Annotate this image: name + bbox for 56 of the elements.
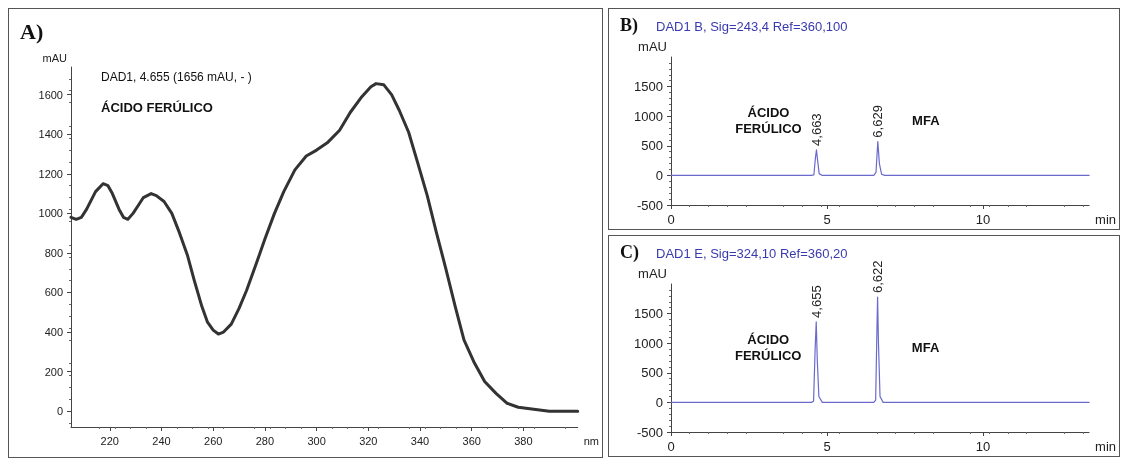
annotation: 6,622 (870, 260, 886, 294)
y-tick-label: 500 (641, 138, 663, 154)
x-tick-label: 280 (255, 434, 275, 447)
annotation: ÁCIDO FERÚLICO (735, 331, 802, 363)
annotation: MFA (911, 339, 940, 355)
x-tick-label: 220 (100, 434, 119, 447)
x-tick-label: 320 (359, 434, 378, 447)
y-tick-label: 0 (56, 405, 63, 418)
x-axis-title: nm (583, 434, 599, 447)
y-tick-label: 800 (44, 246, 63, 259)
x-tick-label: 5 (823, 439, 831, 454)
y-tick-label: 1500 (634, 79, 663, 95)
x-tick-label: 10 (975, 212, 991, 227)
y-tick-label: 1000 (634, 335, 663, 351)
annotation: ÁCIDO FERÚLICO (101, 100, 213, 115)
y-tick-label: 400 (44, 326, 63, 339)
x-tick-label: 340 (410, 434, 430, 447)
chart-title: A) (20, 18, 44, 44)
y-axis-title: mAU (42, 51, 68, 64)
x-tick-label: 10 (975, 439, 991, 454)
x-tick-label: 5 (823, 212, 831, 227)
x-tick-label: 260 (204, 434, 223, 447)
chart-title: C) (620, 242, 639, 263)
y-tick-label: 500 (641, 365, 663, 381)
annotation: 6,629 (870, 105, 886, 138)
y-tick-label: 1000 (38, 207, 63, 220)
y-tick-label: 1400 (38, 128, 63, 141)
y-tick-label: 1000 (634, 108, 663, 124)
y-tick-label: 600 (44, 286, 63, 299)
chart-title: B) (620, 15, 639, 36)
chart-subtitle: DAD1 E, Sig=324,10 Ref=360,20 (656, 246, 848, 261)
x-axis-title: min (1095, 439, 1117, 454)
annotation: ÁCIDO FERÚLICO (735, 104, 802, 136)
y-tick-label: 1600 (38, 88, 63, 101)
x-tick-label: 360 (462, 434, 481, 447)
annotation: MFA (912, 112, 941, 128)
annotation: 4,655 (808, 285, 824, 318)
x-tick-label: 0 (667, 439, 675, 454)
y-tick-label: 1500 (634, 306, 663, 322)
y-tick-label: -500 (636, 424, 663, 440)
x-tick-label: 0 (667, 212, 675, 227)
annotation: DAD1, 4.655 (1656 mAU, - ) (101, 70, 252, 84)
y-axis-title: mAU (638, 266, 667, 281)
x-tick-label: 380 (514, 434, 533, 447)
x-tick-label: 240 (152, 434, 171, 447)
y-tick-label: 1200 (38, 167, 63, 180)
y-tick-label: 0 (655, 394, 663, 410)
y-tick-label: 200 (44, 365, 63, 378)
chart-subtitle: DAD1 B, Sig=243,4 Ref=360,100 (656, 19, 848, 34)
y-axis-title: mAU (638, 39, 667, 54)
annotation: 4,663 (808, 113, 824, 146)
x-axis-title: min (1095, 212, 1117, 227)
x-tick-label: 300 (307, 434, 326, 447)
y-tick-label: -500 (636, 197, 663, 213)
line-series (69, 82, 580, 413)
y-tick-label: 0 (655, 167, 663, 183)
